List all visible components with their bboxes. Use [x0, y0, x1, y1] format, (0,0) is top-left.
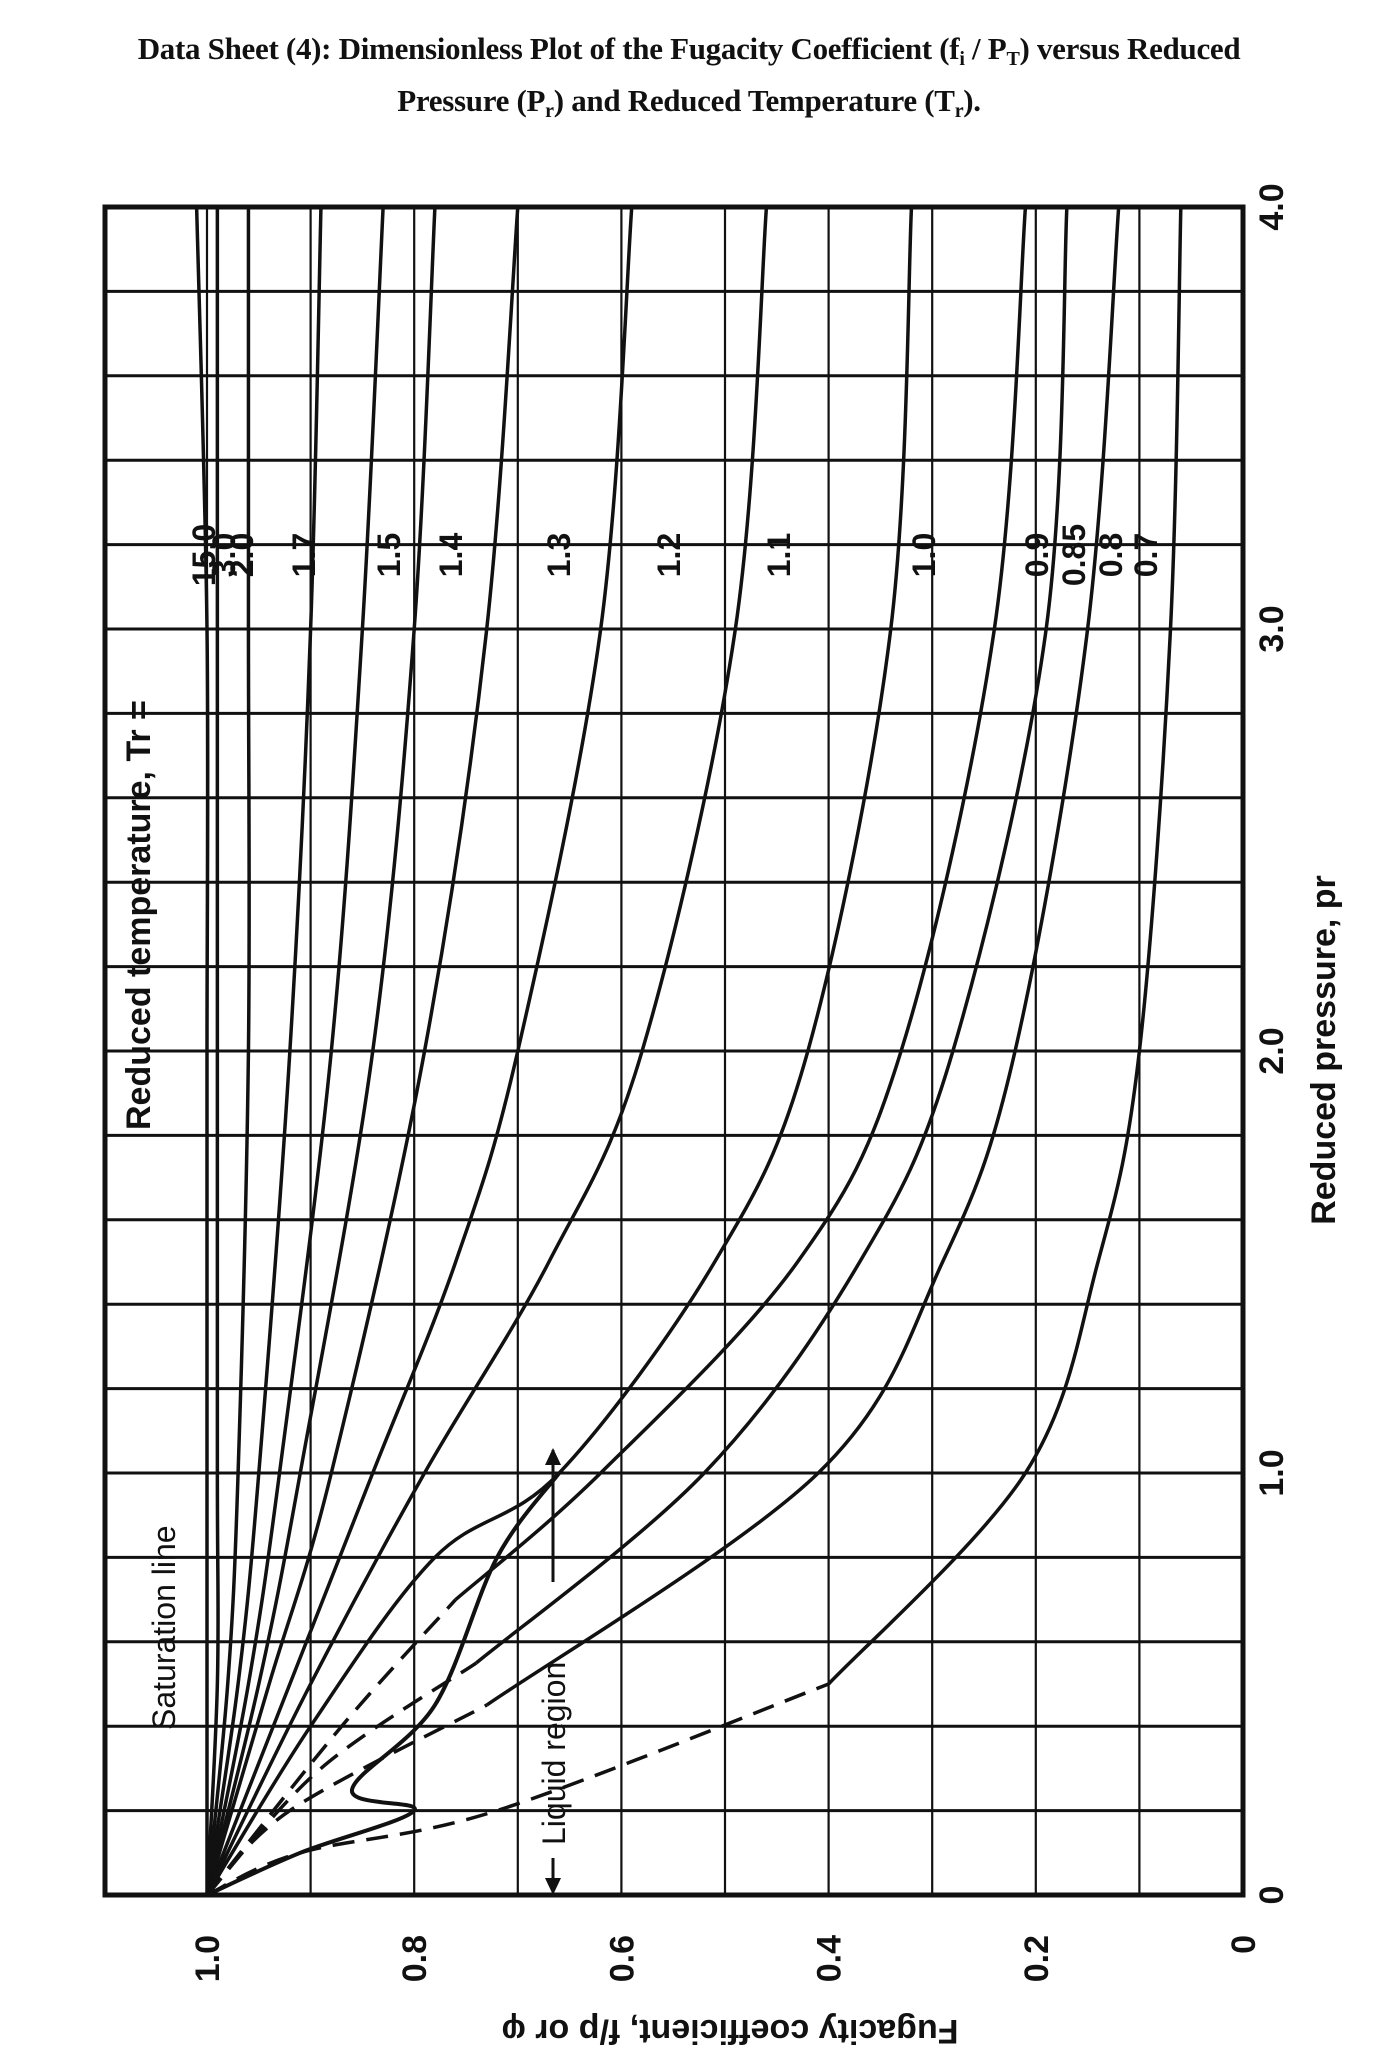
- curve-label-tr: 1.3: [541, 533, 577, 577]
- curve-label-tr: 0.85: [1056, 524, 1092, 586]
- bottom-axis-title: Fugacity coefficient, f/p or φ: [502, 2012, 959, 2046]
- title-line-2: Pressure (Pr) and Reduced Temperature (T…: [397, 83, 981, 122]
- curve-label-tr: 1.1: [761, 533, 797, 577]
- tr-curves: [194, 206, 1183, 1897]
- saturation-curve: [206, 1471, 561, 1897]
- curve-label-tr: 0.8: [1093, 533, 1129, 577]
- tr-curve: [454, 206, 1028, 1601]
- tr-curve: [205, 207, 251, 1896]
- arrow-head-down-icon: [545, 1878, 561, 1895]
- tr-curve: [205, 206, 769, 1896]
- tr-curve-dashed: [206, 1682, 830, 1897]
- tr-curve: [205, 206, 437, 1896]
- bottom-tick-label: 1.0: [189, 1935, 227, 1982]
- curve-label-tr: 2.0: [224, 533, 260, 577]
- tr-curve: [205, 206, 634, 1896]
- saturation-line-label: Saturation line: [146, 1525, 182, 1730]
- curve-label-tr: 1.0: [906, 533, 942, 577]
- tr-curve: [205, 206, 914, 1896]
- tr-curve: [205, 206, 520, 1896]
- curve-label-tr: 15.0: [186, 524, 222, 586]
- bottom-tick-label: 0.8: [396, 1935, 434, 1982]
- curve-label-tr: 1.5: [371, 533, 407, 577]
- curve-label-tr: 3.0: [206, 533, 242, 577]
- right-tick-label: 1.0: [1253, 1449, 1291, 1496]
- tr-curve: [205, 206, 385, 1896]
- saturation-line: [206, 1471, 561, 1897]
- title-line-1: Data Sheet (4): Dimensionless Plot of th…: [137, 31, 1241, 70]
- bottom-tick-label: 0.4: [811, 1935, 849, 1982]
- plot-frame: [102, 204, 1246, 1898]
- curve-label-tr: 0.9: [1019, 533, 1055, 577]
- liquid-region-label: Liquid region: [536, 1662, 572, 1845]
- tr-curve: [194, 206, 210, 1896]
- tr-curve: [205, 206, 323, 1896]
- tr-curve: [205, 207, 220, 1896]
- right-tick-label: 4.0: [1253, 183, 1291, 230]
- right-tick-label: 2.0: [1253, 1027, 1291, 1074]
- legend-title: Reduced temperature, Tr =: [120, 700, 158, 1130]
- chart-title: Data Sheet (4): Dimensionless Plot of th…: [0, 28, 1378, 132]
- tr-curve: [475, 206, 1069, 1665]
- curve-label-tr: 1.4: [433, 533, 469, 578]
- bottom-tick-label: 0: [1225, 1935, 1263, 1954]
- tr-curve: [827, 206, 1183, 1686]
- tr-curve: [485, 206, 1121, 1707]
- right-axis-title: Reduced pressure, pr: [1305, 875, 1343, 1225]
- axis-labels: 1.0 0.8 0.6 0.4 0.2 0 Fugacity coefficient, f/…: [189, 183, 1343, 2046]
- bottom-tick-label: 0.6: [603, 1935, 641, 1982]
- arrow-head-up-icon: [545, 1448, 561, 1465]
- curve-labels: 15.03.02.0 1.7 1.5 1.4 1.3 1.2 1.1 1.0 0.9 0.85 0.…: [120, 524, 1164, 1895]
- right-tick-label: 3.0: [1253, 605, 1291, 652]
- curve-label-tr: 1.7: [286, 533, 322, 577]
- grid-lines: [105, 207, 1245, 1895]
- right-tick-label: 0: [1253, 1886, 1291, 1905]
- curve-label-tr: 0.7: [1128, 533, 1164, 577]
- curve-label-tr: 1.2: [651, 533, 687, 577]
- bottom-tick-label: 0.2: [1018, 1935, 1056, 1982]
